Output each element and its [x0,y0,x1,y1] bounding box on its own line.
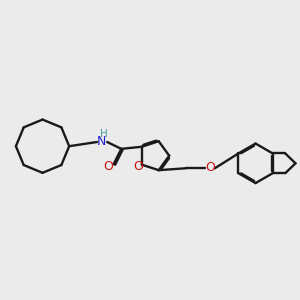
Text: H: H [100,129,108,139]
Text: N: N [97,135,106,148]
Text: O: O [133,160,143,173]
Text: O: O [103,160,113,173]
Text: O: O [205,160,215,174]
